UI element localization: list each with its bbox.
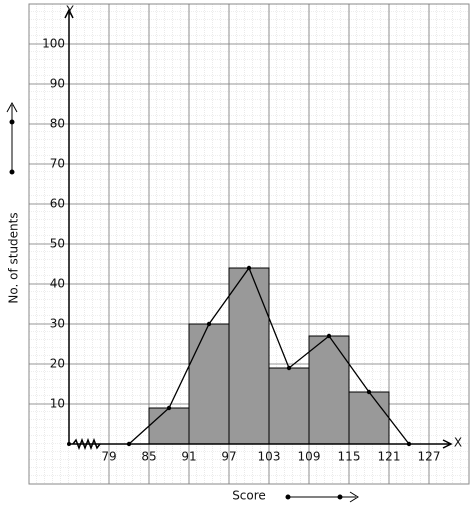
x-tick-label: 97 bbox=[221, 450, 236, 464]
bar bbox=[148, 407, 190, 445]
decoration bbox=[6, 101, 359, 503]
bar bbox=[348, 391, 390, 445]
polygon-point bbox=[366, 389, 372, 395]
frequency-polygon bbox=[128, 266, 410, 445]
x-tick-label: 91 bbox=[181, 450, 196, 464]
bar bbox=[228, 267, 270, 445]
origin bbox=[67, 442, 71, 446]
x-arrow bbox=[442, 439, 453, 449]
y-axis-name: Y bbox=[65, 4, 74, 18]
y-tick-label: 60 bbox=[50, 197, 65, 211]
y-arrow bbox=[64, 8, 74, 19]
y-tick-label: 70 bbox=[50, 157, 65, 171]
polygon-point bbox=[166, 405, 172, 411]
y-tick-label: 90 bbox=[50, 77, 65, 91]
polygon-point bbox=[206, 321, 212, 327]
polygon-point bbox=[286, 365, 292, 371]
y-axis-label: No. of students bbox=[7, 212, 21, 303]
polygon-point bbox=[126, 441, 132, 447]
bar bbox=[268, 367, 310, 445]
x-axis-name: X bbox=[454, 436, 462, 450]
x-tick-label: 109 bbox=[298, 450, 321, 464]
y-tick-label: 100 bbox=[42, 37, 65, 51]
bar bbox=[188, 323, 230, 445]
y-tick-label: 20 bbox=[50, 357, 65, 371]
y-tick-label: 30 bbox=[50, 317, 65, 331]
polygon-point bbox=[326, 333, 332, 339]
x-tick-label: 85 bbox=[141, 450, 156, 464]
x-tick-label: 79 bbox=[101, 450, 116, 464]
y-tick-label: 10 bbox=[50, 397, 65, 411]
y-tick-label: 40 bbox=[50, 277, 65, 291]
x-tick-label: 121 bbox=[378, 450, 401, 464]
polygon-point bbox=[246, 265, 252, 271]
plot: 10 20 30 40 50 60 70 80 90 100 79 85 91 97 103 109 115 12… bbox=[29, 4, 469, 484]
polygon-point bbox=[406, 441, 412, 447]
x-tick-label: 103 bbox=[258, 450, 281, 464]
x-axis-label: Score bbox=[232, 489, 266, 503]
bar bbox=[308, 335, 350, 445]
x-tick-label: 127 bbox=[418, 450, 441, 464]
y-tick-label: 50 bbox=[50, 237, 65, 251]
x-tick-label: 115 bbox=[338, 450, 361, 464]
y-tick-label: 80 bbox=[50, 117, 65, 131]
